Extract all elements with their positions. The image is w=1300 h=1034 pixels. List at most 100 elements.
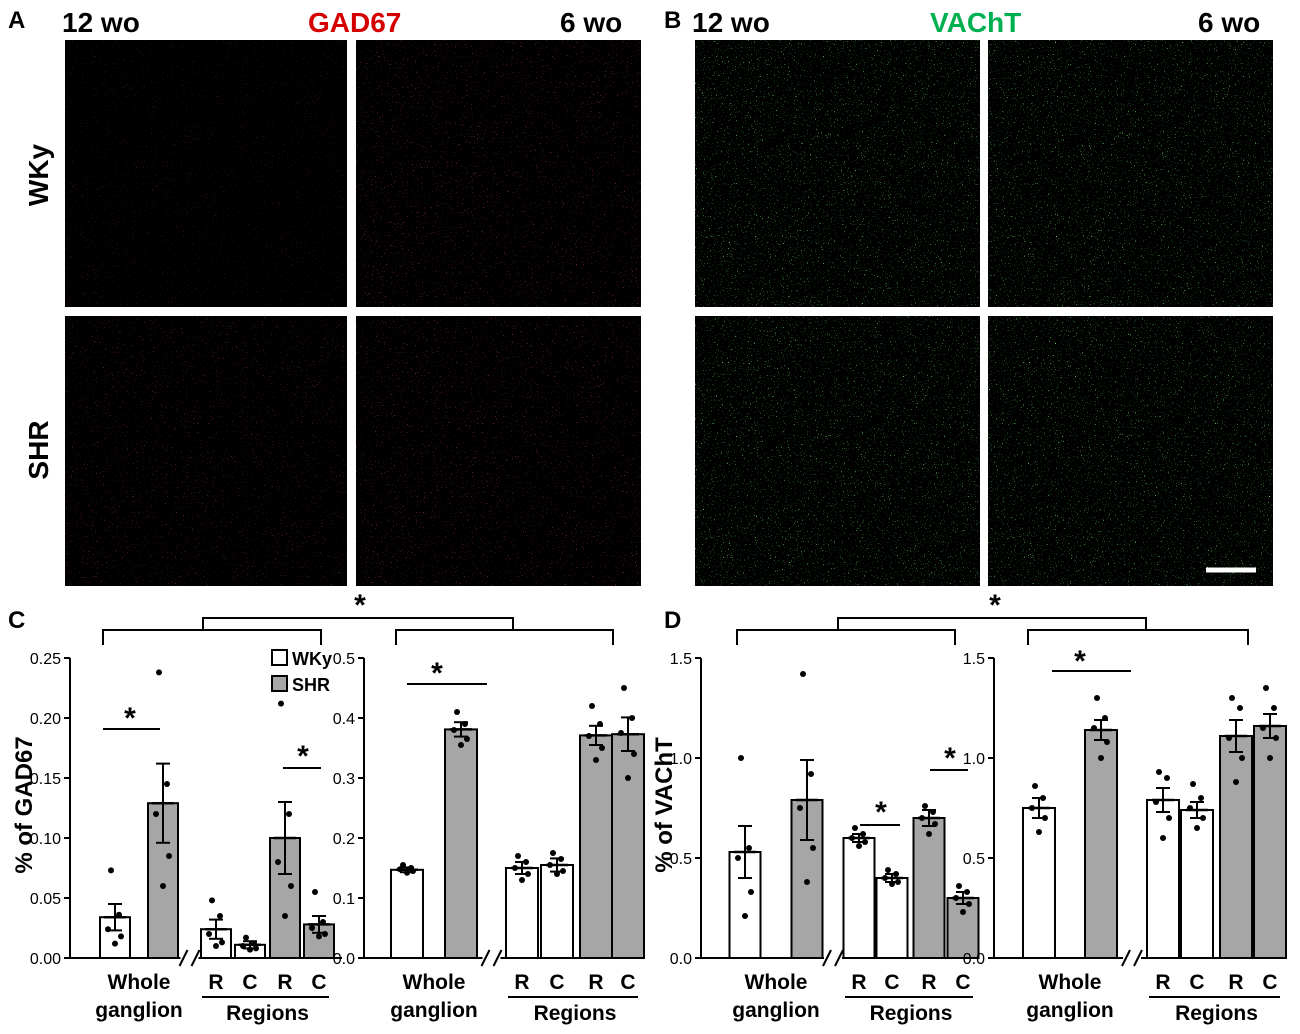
data-point <box>593 757 599 763</box>
data-point <box>1233 779 1239 785</box>
chart-c-ylabel: % of GAD67 <box>11 736 38 873</box>
data-point <box>209 897 215 904</box>
data-point <box>919 815 925 821</box>
data-point <box>462 721 468 727</box>
bar <box>1022 807 1056 959</box>
data-point <box>889 881 895 887</box>
panel-letter-b: B <box>664 7 681 34</box>
data-point <box>1153 799 1159 805</box>
data-point <box>105 926 111 933</box>
axis-break-mark <box>178 949 189 967</box>
data-point <box>930 809 936 815</box>
x-group-label-regions: Regions <box>1175 1002 1258 1025</box>
data-point <box>618 730 624 736</box>
data-point <box>217 913 223 919</box>
data-point <box>953 895 959 901</box>
data-point <box>219 939 225 946</box>
bar <box>390 868 424 959</box>
bar <box>540 864 574 959</box>
legend-swatch-wky <box>271 649 288 666</box>
data-point <box>852 825 858 831</box>
data-point <box>164 781 170 787</box>
data-point <box>597 721 603 727</box>
x-group-label-whole: ganglion <box>95 999 183 1022</box>
data-point <box>286 811 292 817</box>
data-point <box>1237 705 1243 711</box>
x-group-label-whole: Whole <box>108 971 171 994</box>
y-tick-label: 0.5 <box>963 851 985 868</box>
data-point <box>1198 795 1204 801</box>
x-group-label-whole: ganglion <box>732 999 820 1022</box>
data-point <box>410 868 416 874</box>
axis-break-mark <box>190 949 201 967</box>
data-point <box>849 835 855 841</box>
data-point <box>1091 725 1097 731</box>
data-point <box>1040 795 1046 801</box>
data-point <box>631 751 637 757</box>
y-tick-label: 0.4 <box>333 711 355 728</box>
data-point <box>278 700 284 707</box>
x-tick-label: R <box>921 971 936 994</box>
data-point <box>243 934 249 941</box>
bar <box>579 734 613 960</box>
y-tick-label: 0.5 <box>670 851 692 868</box>
data-point <box>397 866 403 873</box>
data-point <box>586 733 592 739</box>
y-tick-label: 0.5 <box>333 651 355 668</box>
data-point <box>458 742 464 748</box>
axis-break-mark <box>822 949 832 967</box>
gad67-micrographs <box>65 40 641 586</box>
axis-break-mark <box>492 949 503 967</box>
axis-break-gap <box>482 954 501 962</box>
data-point <box>1229 695 1235 701</box>
x-tick-label: R <box>588 971 603 994</box>
data-point <box>400 862 406 868</box>
significance-star: * <box>944 742 956 775</box>
data-point <box>1032 783 1038 789</box>
data-point <box>316 933 322 940</box>
axis-break-mark <box>1133 949 1143 967</box>
bracket-c <box>102 617 614 645</box>
x-group-label-whole: Whole <box>1039 971 1102 994</box>
data-point <box>885 867 891 873</box>
bar <box>946 897 980 959</box>
data-point <box>1271 705 1277 711</box>
data-point <box>748 889 754 895</box>
bar <box>842 837 876 959</box>
data-point <box>797 805 803 811</box>
y-tick-label: 0.25 <box>30 651 61 668</box>
x-group-label-regions: Regions <box>534 1002 617 1025</box>
data-point <box>512 865 518 871</box>
data-point <box>213 943 219 949</box>
data-point <box>166 853 172 859</box>
panel-a-stain-label: GAD67 <box>308 7 401 38</box>
x-tick-label: R <box>851 971 866 994</box>
data-point <box>454 709 460 715</box>
axis-break-gap <box>180 954 199 962</box>
x-group-label-whole: Whole <box>745 971 808 994</box>
y-tick-label: 0.0 <box>333 951 355 968</box>
data-point <box>309 925 315 931</box>
x-tick-label: C <box>620 971 635 994</box>
data-point <box>629 715 635 721</box>
comparison-star-d: * <box>989 589 1001 622</box>
x-group-label-regions: Regions <box>870 1002 953 1025</box>
axis-break-mark <box>1121 949 1131 967</box>
x-group-label-whole: Whole <box>403 971 466 994</box>
data-point <box>312 889 318 895</box>
bar <box>1253 725 1287 959</box>
data-point <box>800 671 806 677</box>
legend-label-shr: SHR <box>292 675 330 695</box>
axis-break-mark <box>834 949 844 967</box>
data-point <box>251 940 257 947</box>
data-point <box>1267 755 1273 761</box>
data-point <box>558 856 564 862</box>
legend: WKy SHR <box>271 649 332 695</box>
data-point <box>1166 815 1172 821</box>
x-tick-label: C <box>311 971 326 994</box>
data-point <box>519 877 525 883</box>
data-point <box>464 736 470 742</box>
x-tick-label: C <box>1189 971 1204 994</box>
